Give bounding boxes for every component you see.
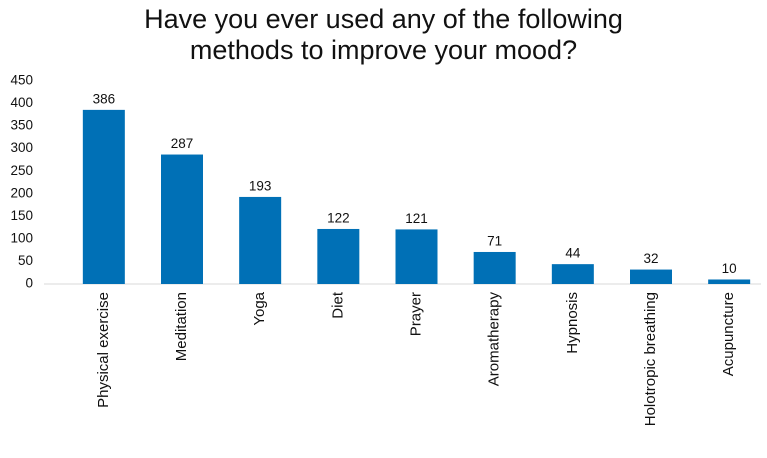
bar xyxy=(317,228,360,284)
y-tick-label: 250 xyxy=(10,163,33,178)
y-tick-label: 300 xyxy=(10,140,33,155)
x-tick-label: Diet xyxy=(329,291,346,319)
data-label: 287 xyxy=(171,136,194,151)
bar xyxy=(239,196,282,284)
data-label: 10 xyxy=(722,261,737,276)
x-tick-label: Physical exercise xyxy=(95,292,112,408)
x-tick-label: Aromatherapy xyxy=(486,292,503,387)
y-tick-label: 150 xyxy=(10,208,33,223)
y-tick-label: 0 xyxy=(25,276,33,291)
y-tick-label: 350 xyxy=(10,118,33,133)
y-tick-label: 400 xyxy=(10,95,33,110)
bar xyxy=(395,229,438,284)
x-tick-label: Meditation xyxy=(173,292,190,361)
bar xyxy=(708,279,751,284)
y-tick-label: 450 xyxy=(10,73,33,88)
bar xyxy=(630,269,672,284)
bar xyxy=(161,154,203,284)
bar xyxy=(473,251,516,284)
x-tick-label: Yoga xyxy=(251,291,268,325)
data-label: 32 xyxy=(643,251,658,266)
data-label: 44 xyxy=(565,246,581,261)
bar xyxy=(551,264,594,284)
data-label: 386 xyxy=(93,91,116,106)
x-tick-label: Prayer xyxy=(407,292,424,336)
data-label: 122 xyxy=(327,211,350,226)
chart-title: Have you ever used any of the following … xyxy=(144,4,623,65)
y-tick-label: 50 xyxy=(18,253,33,268)
data-label: 121 xyxy=(405,211,428,226)
x-tick-label: Acupuncture xyxy=(720,292,737,376)
data-label: 193 xyxy=(249,178,272,193)
y-tick-label: 100 xyxy=(10,230,33,245)
x-tick-label: Hypnosis xyxy=(564,292,581,354)
bar xyxy=(82,109,125,284)
data-label: 71 xyxy=(487,234,502,249)
x-tick-label: Holotropic breathing xyxy=(642,292,659,426)
chart-title-box: Have you ever used any of the following … xyxy=(0,4,767,66)
y-tick-label: 200 xyxy=(10,185,33,200)
